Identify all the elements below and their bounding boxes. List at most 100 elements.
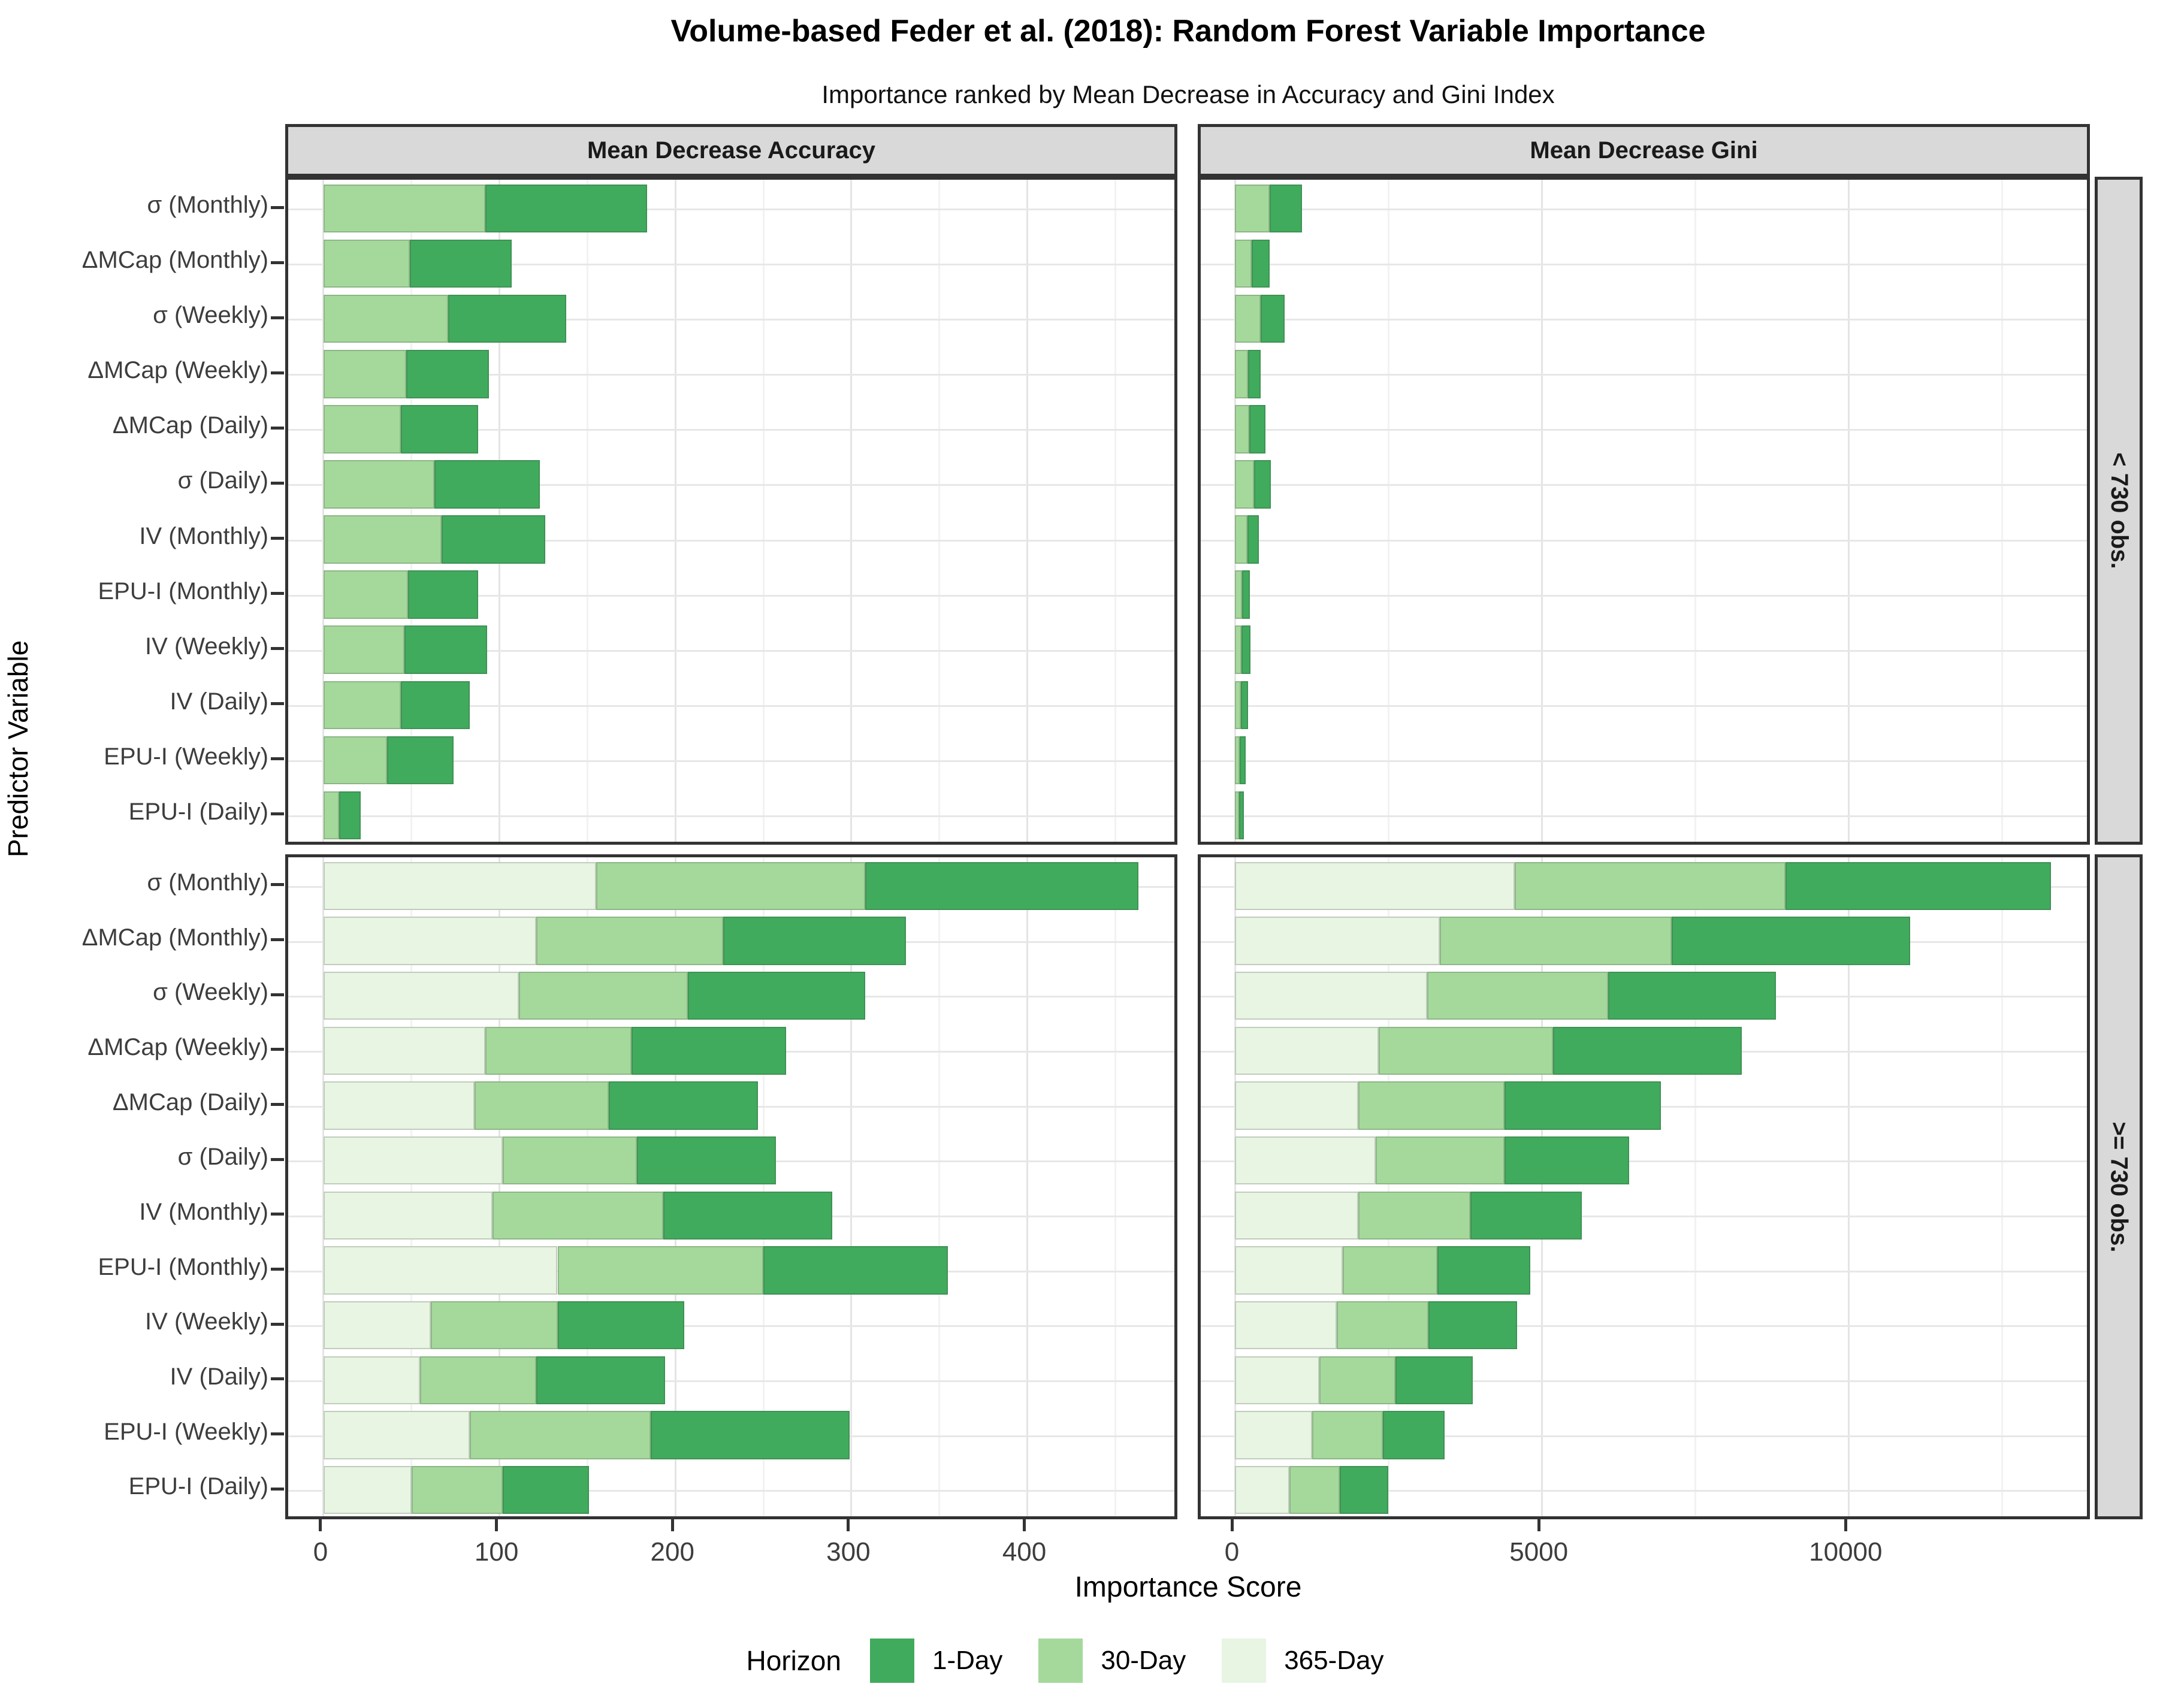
bar-segment [404,625,488,674]
y-tick-label: IV (Monthly) [139,522,268,549]
bar-segment [1235,972,1427,1020]
bar-segment [1608,972,1777,1020]
bar-segment [1248,350,1261,398]
gridline-horizontal [1201,484,2087,486]
gridline-horizontal [1201,1215,2087,1217]
bar-segment [323,736,387,785]
gridline-minor [938,857,941,1516]
gridline-horizontal [1201,1160,2087,1163]
bar-segment [401,405,479,454]
plot-subtitle: Importance ranked by Mean Decrease in Ac… [821,80,1555,108]
y-tick-label: EPU-I (Monthly) [98,578,269,604]
legend-item: 30-Day [1038,1639,1186,1683]
y-tick-label: EPU-I (Monthly) [98,1253,269,1280]
bar-segment [596,861,866,910]
gridline-minor [2001,857,2003,1516]
facet-strip-col: Mean Decrease Gini [1198,124,2090,177]
bar-segment [323,460,434,509]
legend-swatch-icon [869,1639,914,1683]
bar-segment [1235,405,1250,454]
gridline-horizontal [288,319,1174,321]
y-tick-mark [271,371,284,374]
gridline-horizontal [288,1490,1174,1492]
bar-segment [1440,917,1672,965]
plot-title: Volume-based Feder et al. (2018): Random… [670,14,1706,49]
gridline-horizontal [288,1325,1174,1328]
gridline-major [1026,180,1029,842]
gridline-horizontal [1201,815,2087,817]
legend-items: 1-Day 30-Day 365-Day [869,1639,1420,1683]
y-tick-mark [271,993,284,996]
bar-segment [323,184,486,233]
bar-segment [1289,1466,1340,1514]
x-tick-mark [1230,1519,1234,1531]
y-tick-mark [271,702,284,706]
y-tick-label: σ (Monthly) [147,192,269,219]
gridline-minor [586,857,588,1516]
x-tick-label: 0 [1224,1537,1240,1567]
bar-segment [687,972,866,1020]
gridline-minor [1694,180,1696,842]
gridline-horizontal [288,705,1174,707]
gridline-minor [410,180,413,842]
y-tick-label: EPU-I (Daily) [128,798,268,825]
bar-segment [1252,239,1270,288]
gridline-minor [1114,857,1116,1516]
bar-segment [518,972,688,1020]
bar-segment [323,350,406,398]
y-tick-mark [271,1268,284,1271]
facet-strip-row: >= 730 obs. [2095,854,2143,1519]
bar-segment [323,570,408,619]
bar-segment [1235,1081,1358,1130]
gridline-major [499,857,501,1516]
bar-segment [323,917,537,965]
gridline-horizontal [1201,1380,2087,1382]
facet-strip-col: Mean Decrease Accuracy [285,124,1177,177]
x-axis-title: Importance Score [1074,1571,1302,1603]
bar-segment [1504,1081,1661,1130]
bar-segment [536,917,723,965]
bar-segment [1261,294,1285,343]
bar-segment [323,294,449,343]
y-tick-mark [271,316,284,319]
bar-segment [339,791,361,840]
bar-segment [323,972,519,1020]
y-tick-label: EPU-I (Weekly) [104,1418,268,1445]
bar-segment [420,1356,537,1404]
bar-segment [323,1136,503,1185]
y-tick-label: ΔMCap (Daily) [112,1089,268,1116]
y-tick-label: ΔMCap (Monthly) [81,247,268,274]
bar-segment [1247,515,1259,564]
bar-segment [1504,1136,1629,1185]
y-tick-mark [271,1157,284,1161]
y-tick-label: IV (Weekly) [145,1308,268,1335]
gridline-horizontal [1201,429,2087,431]
y-tick-mark [271,812,284,816]
legend: Horizon 1-Day 30-Day 365-Day [0,1639,2166,1683]
facet-panel [1198,177,2090,845]
bar-segment [557,1301,684,1350]
bar-segment [1239,791,1244,840]
gridline-horizontal [288,429,1174,431]
bar-segment [323,239,410,288]
gridline-horizontal [1201,319,2087,321]
gridline-horizontal [288,374,1174,376]
gridline-minor [1387,857,1389,1516]
bar-segment [475,1081,609,1130]
bar-segment [323,1081,475,1130]
gridline-minor [586,180,588,842]
bar-segment [1235,184,1270,233]
legend-item-label: 1-Day [932,1646,1003,1675]
y-tick-mark [271,261,284,264]
gridline-horizontal [288,264,1174,266]
y-tick-mark [271,537,284,540]
x-tick-mark [1844,1519,1847,1531]
bar-segment [1235,1411,1313,1459]
gridline-horizontal [288,539,1174,542]
bar-segment [1340,1466,1389,1514]
gridline-minor [1114,180,1116,842]
x-tick-mark [1023,1519,1026,1531]
bar-segment [406,350,489,398]
bar-segment [323,1466,412,1514]
